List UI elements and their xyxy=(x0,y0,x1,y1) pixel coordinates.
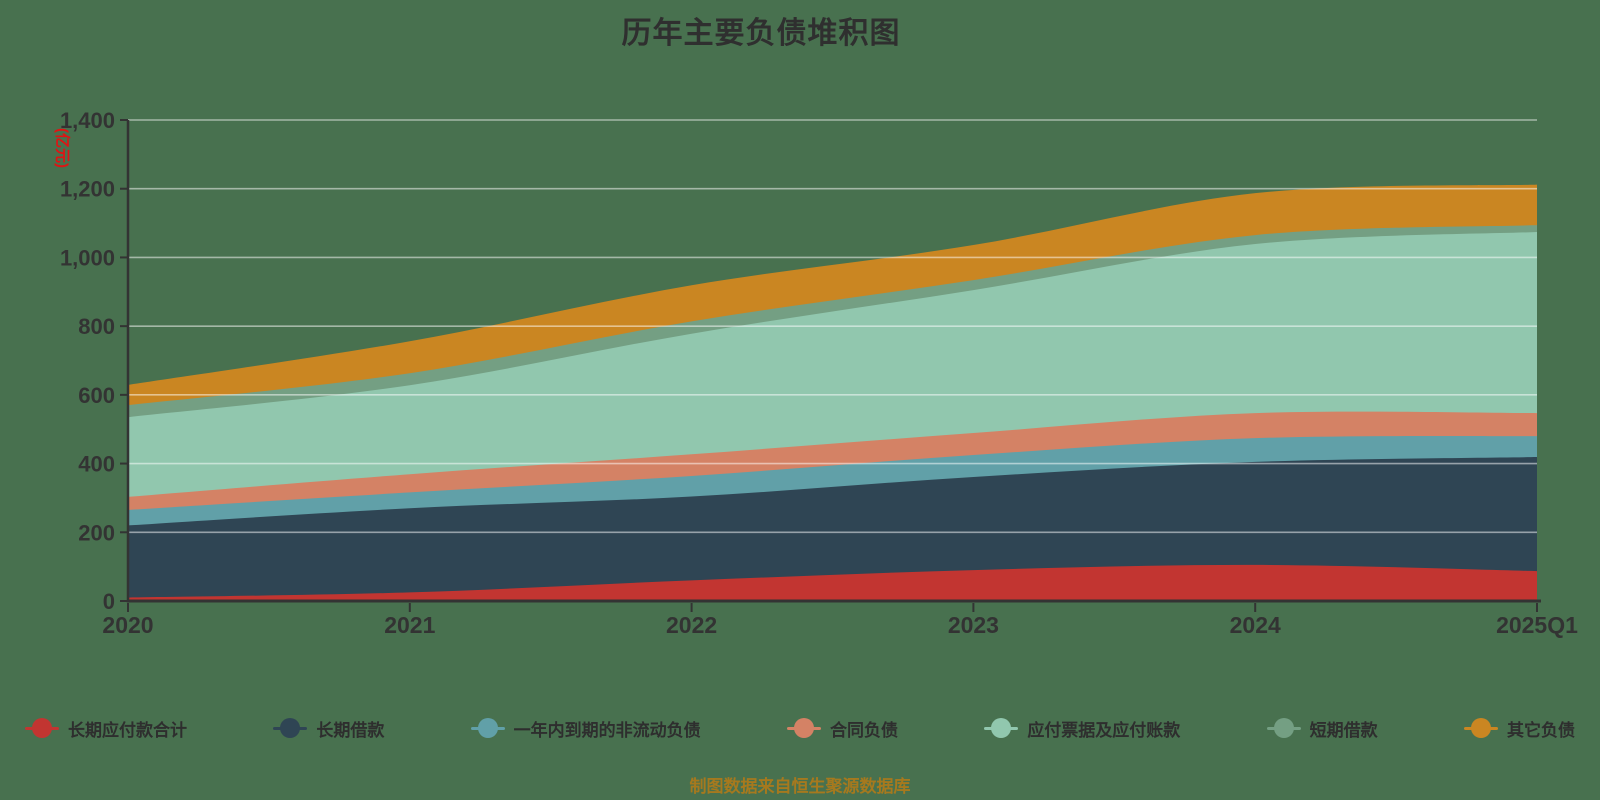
legend-label: 应付票据及应付账款 xyxy=(1027,720,1181,740)
y-axis-label: 600 xyxy=(78,383,115,408)
legend-label: 其它负债 xyxy=(1506,720,1575,740)
legend-label: 短期借款 xyxy=(1309,720,1378,740)
legend-marker-icon xyxy=(25,718,59,738)
y-axis-label: 200 xyxy=(78,520,115,545)
x-axis-label: 2023 xyxy=(948,612,999,638)
legend-label: 合同负债 xyxy=(829,720,898,740)
legend-item-2[interactable]: 长期借款 xyxy=(273,716,384,741)
area-series-1[interactable] xyxy=(128,564,1537,601)
x-axis-label: 2025Q1 xyxy=(1496,612,1578,638)
legend-item-6[interactable]: 短期借款 xyxy=(1266,716,1378,741)
x-axis-label: 2021 xyxy=(384,612,435,638)
legend-item-3[interactable]: 一年内到期的非流动负债 xyxy=(470,716,701,741)
legend-marker-icon xyxy=(984,718,1019,738)
chart-title: 历年主要负债堆积图 xyxy=(621,17,901,50)
legend-marker-icon xyxy=(1463,718,1498,738)
legend-marker-icon xyxy=(1266,718,1301,738)
legend-item-5[interactable]: 应付票据及应付账款 xyxy=(984,716,1180,741)
legend-label: 长期借款 xyxy=(316,720,385,740)
chart-legend: 长期应付款合计 长期借款 一年内到期的非流动负债 合同负债 应付票据及应付账款 短期借款 其… xyxy=(25,708,1575,748)
legend-marker-icon xyxy=(470,718,505,738)
x-axis-label: 2024 xyxy=(1230,612,1281,638)
legend-item-4[interactable]: 合同负债 xyxy=(786,716,898,741)
y-axis-label: 1,400 xyxy=(60,108,115,133)
x-axis-label: 2020 xyxy=(102,612,153,638)
data-source-note: 制图数据来自恒生聚源数据库 xyxy=(689,777,911,796)
y-axis-label: 1,200 xyxy=(60,177,115,202)
legend-label: 长期应付款合计 xyxy=(68,720,187,740)
y-axis-label: 400 xyxy=(78,452,115,477)
y-axis-label: 800 xyxy=(78,314,115,339)
legend-label: 一年内到期的非流动负债 xyxy=(513,720,701,740)
legend-item-7[interactable]: 其它负债 xyxy=(1463,716,1575,741)
legend-marker-icon xyxy=(786,718,821,738)
legend-marker-icon xyxy=(273,718,308,738)
x-axis-label: 2022 xyxy=(666,612,717,638)
y-axis-label: 0 xyxy=(103,589,115,614)
y-axis-label: 1,000 xyxy=(60,245,115,270)
area-series-2[interactable] xyxy=(128,457,1537,601)
legend-item-1[interactable]: 长期应付款合计 xyxy=(25,716,187,741)
